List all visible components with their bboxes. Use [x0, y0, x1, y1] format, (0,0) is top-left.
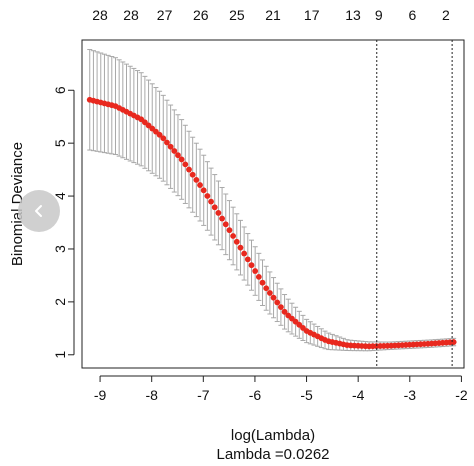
- data-point: [156, 131, 163, 138]
- top-axis-label: 21: [265, 7, 281, 23]
- data-point: [277, 304, 284, 310]
- point-layer: [86, 96, 457, 350]
- y-tick-label: 4: [52, 192, 68, 200]
- top-axis-label: 28: [92, 7, 108, 23]
- x-axis: -9 -8 -7 -6 -5 -4 -3 -2: [94, 375, 468, 403]
- data-point: [178, 156, 185, 163]
- data-point: [248, 262, 255, 269]
- y-axis: 1 2 3 4 5 6: [52, 86, 75, 359]
- errorbar-layer: [87, 49, 457, 352]
- data-point: [219, 215, 225, 222]
- y-tick-label: 1: [52, 351, 68, 359]
- data-point: [241, 250, 248, 257]
- data-point: [193, 177, 200, 183]
- y-tick-label: 5: [52, 139, 68, 147]
- y-axis-title: Binomial Deviance: [9, 142, 26, 266]
- x-tick-label: -5: [300, 387, 313, 403]
- top-axis-label: 27: [157, 7, 173, 23]
- y-tick-label: 3: [52, 245, 68, 253]
- x-tick-label: -4: [352, 387, 365, 403]
- data-point: [222, 221, 229, 228]
- data-point: [233, 238, 240, 245]
- top-axis: 28 28 27 26 25 21 17 13 9 6 2: [92, 7, 450, 23]
- top-axis-label: 6: [408, 7, 416, 23]
- data-point: [204, 193, 211, 199]
- x-tick-label: -7: [197, 387, 210, 403]
- data-point: [226, 227, 233, 234]
- data-point: [200, 187, 207, 194]
- x-axis-title: log(Lambda): [231, 427, 315, 444]
- x-tick-label: -6: [249, 387, 262, 403]
- y-tick-label: 6: [52, 86, 68, 94]
- data-point: [270, 294, 277, 301]
- top-axis-label: 17: [304, 7, 320, 23]
- data-point: [255, 273, 262, 280]
- top-axis-label: 2: [442, 7, 450, 23]
- top-axis-label: 25: [229, 7, 245, 23]
- chart-subtitle: Lambda =0.0262: [216, 446, 329, 463]
- top-axis-label: 13: [345, 7, 361, 23]
- data-point: [259, 279, 266, 286]
- data-point: [263, 285, 270, 292]
- data-point: [211, 204, 218, 211]
- data-point: [281, 308, 288, 315]
- top-axis-label: 26: [193, 7, 209, 23]
- data-point: [274, 299, 281, 306]
- plot-frame: [81, 39, 465, 369]
- data-point: [167, 143, 174, 150]
- x-tick-label: -9: [94, 387, 107, 403]
- x-tick-label: -8: [145, 387, 158, 403]
- data-point: [171, 148, 178, 154]
- x-tick-label: -2: [455, 387, 468, 403]
- data-point: [244, 256, 251, 263]
- data-point: [197, 182, 203, 188]
- data-point: [208, 198, 214, 205]
- data-point: [230, 233, 237, 239]
- top-axis-label: 9: [375, 7, 383, 23]
- data-point: [160, 135, 167, 142]
- data-point: [175, 152, 181, 159]
- vline-layer: [376, 40, 453, 368]
- top-axis-label: 28: [123, 7, 139, 23]
- data-point: [252, 268, 259, 274]
- data-point: [215, 210, 222, 216]
- data-point: [189, 171, 196, 178]
- data-point: [266, 290, 273, 296]
- data-point: [186, 166, 192, 173]
- data-point: [237, 244, 244, 251]
- x-tick-label: -3: [404, 387, 417, 403]
- data-point: [164, 139, 170, 146]
- data-point: [182, 161, 189, 168]
- carousel-prev-button[interactable]: [18, 190, 60, 232]
- y-tick-label: 2: [52, 298, 68, 306]
- chevron-left-icon: [35, 205, 42, 217]
